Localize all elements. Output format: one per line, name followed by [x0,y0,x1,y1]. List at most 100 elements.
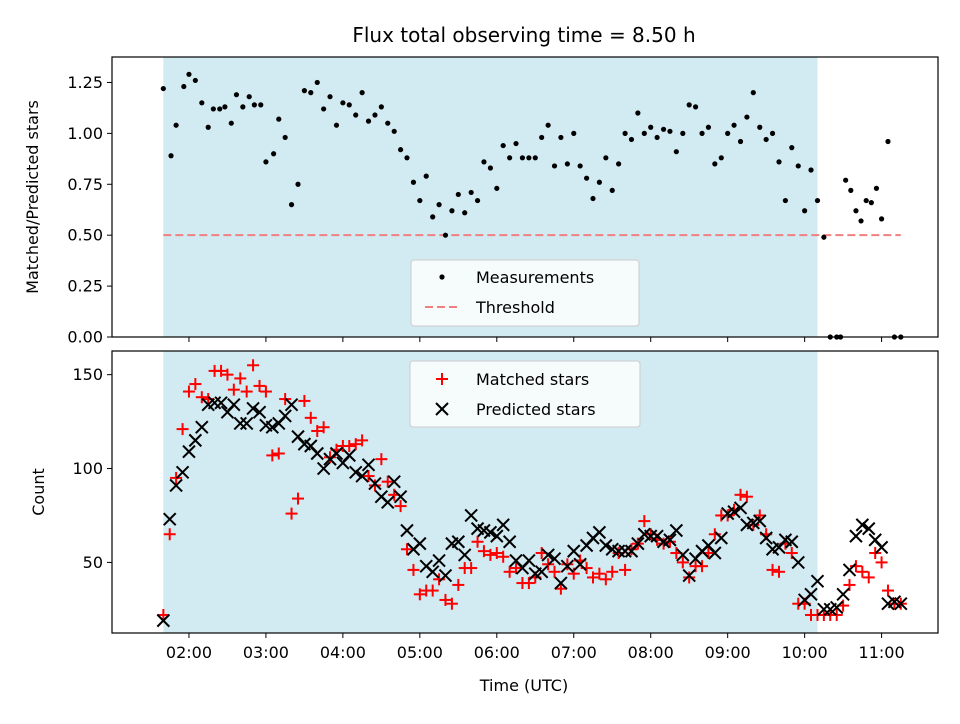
measurement-point [769,130,776,136]
measurement-point [878,216,885,222]
predicted-star-point [560,559,575,573]
measurement-point [539,134,545,141]
predicted-star-point [573,557,587,571]
matched-star-point [407,563,420,576]
measurement-point [186,71,192,77]
matched-star-point [465,562,478,575]
measurement-point [276,116,282,122]
matched-star-point [413,588,426,601]
matched-star-point [182,385,195,398]
predicted-star-point [400,523,414,538]
measurement-point [744,114,750,120]
measurement-point [814,197,821,204]
measurement-point [487,165,494,171]
matched-star-point [586,571,599,584]
predicted-star-point [855,518,870,532]
bottom-marks [156,359,908,628]
measurement-point [776,159,782,165]
matched-star-point [734,488,747,501]
legend-matched-label: Matched stars [476,370,589,389]
predicted-star-point [413,536,427,551]
bottom-y-axis: 50 100 150 [72,365,112,572]
measurement-point [251,102,257,108]
measurement-point [246,94,252,100]
measurement-point [391,128,397,134]
measurement-point [705,124,712,130]
matched-star-point [875,556,888,569]
matched-star-point [176,423,189,436]
matched-star-point [452,578,465,591]
y-tick-label: 100 [72,459,103,478]
measurement-point [228,120,234,126]
measurement-point [763,136,769,143]
measurement-point [449,208,455,214]
predicted-star-point [265,420,280,434]
predicted-star-point [355,469,369,483]
measurement-point [468,189,474,196]
measurement-point [848,187,854,193]
legend-predicted-marker [435,402,449,416]
measurement-point [333,122,340,128]
measurement-point [692,104,699,110]
top-legend: Measurements Threshold [410,259,640,327]
measurement-point [863,197,869,204]
predicted-star-point [246,401,260,416]
matched-star-point [343,440,356,453]
measurement-point [181,83,187,90]
matched-star-point [881,584,894,597]
measurement-point [725,130,731,136]
measurement-point [462,210,468,216]
measurement-point [622,130,628,136]
measurement-point [160,85,166,92]
measurement-point [222,104,228,110]
measurement-point [168,153,174,159]
predicted-star-point [432,553,446,568]
measurement-point [802,208,808,214]
predicted-star-point [188,433,203,448]
measurement-point [308,90,314,96]
matched-star-point [394,500,407,513]
measurement-point [423,173,429,179]
matched-star-point [445,597,458,610]
y-tick-label: 1.25 [67,73,103,92]
predicted-star-point [644,529,658,543]
measurement-point [686,102,692,108]
measurement-point [843,177,849,183]
predicted-star-point [676,548,690,562]
measurement-point [628,136,635,143]
predicted-star-point [214,396,228,410]
matched-star-point [638,515,651,528]
predicted-star-point [862,521,876,536]
matched-star-point [593,567,606,580]
y-tick-label: 150 [72,365,103,384]
predicted-star-point [567,544,581,558]
measurement-point [240,104,246,110]
measurement-point [507,155,513,161]
predicted-star-point [804,587,818,602]
matched-star-point [619,563,632,576]
measurement-point [821,234,827,240]
predicted-star-point [182,444,196,459]
predicted-star-point [663,533,677,547]
predicted-star-point [836,587,850,602]
predicted-star-point [490,529,504,543]
predicted-star-point [393,489,408,504]
measurement-point [616,161,622,167]
top-panel: 0.00 0.25 0.50 0.75 1.00 1.25 Matched/Predict… [23,56,939,347]
measurement-point [233,92,240,98]
bottom-x-axis: 02:00 03:00 04:00 05:00 06:00 07:00 08:00 09:00… [166,633,905,662]
matched-star-point [862,571,875,584]
predicted-star-point [817,602,831,617]
measurement-point [757,124,763,130]
legend-measurements-marker [439,274,445,280]
predicted-star-point [381,495,395,510]
matched-star-point [170,471,183,484]
matched-star-point [740,490,753,503]
predicted-star-point [554,576,568,590]
measurement-point [359,90,365,96]
predicted-star-point [156,613,171,628]
measurement-point [571,130,577,136]
top-y-axis-label: Matched/Predicted stars [23,100,42,294]
predicted-star-point [785,535,799,549]
